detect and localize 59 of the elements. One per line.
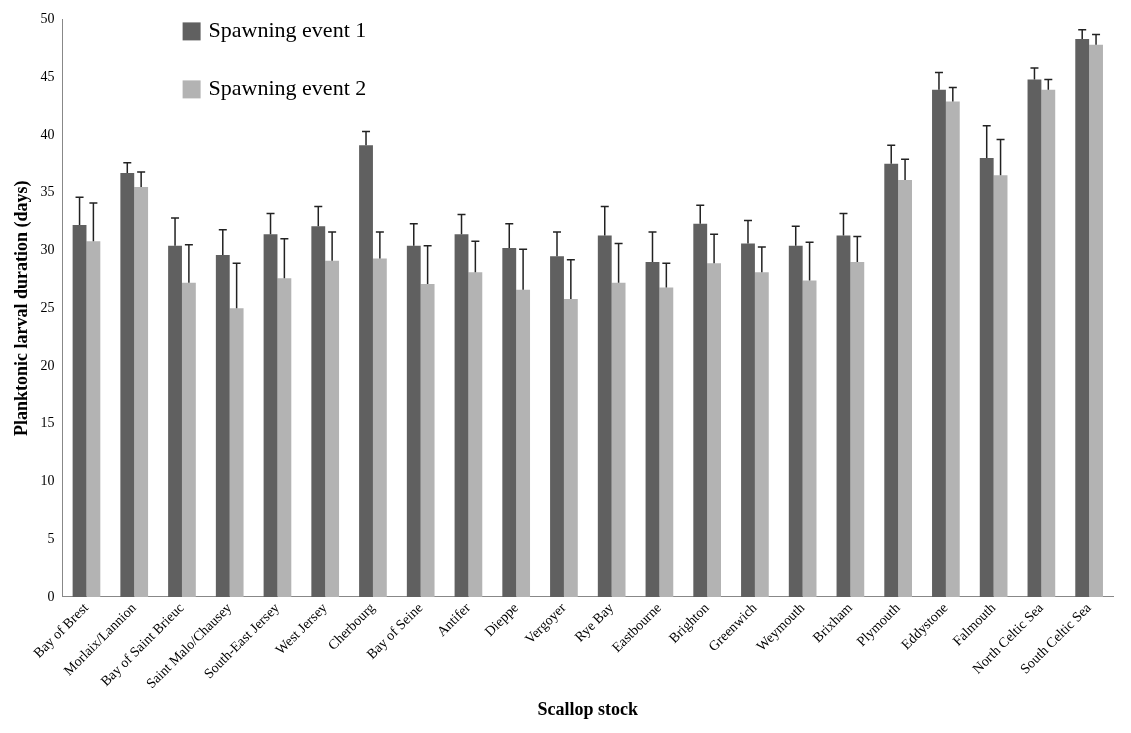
bar [836, 235, 851, 597]
bar [1089, 44, 1103, 597]
y-tick-label: 45 [40, 68, 55, 84]
bar [325, 260, 340, 597]
bar [850, 261, 865, 597]
y-tick-label: 30 [40, 242, 55, 258]
bar [134, 186, 149, 597]
bar [72, 225, 87, 597]
bar [168, 245, 182, 597]
bar [215, 255, 230, 597]
y-tick-label: 0 [47, 588, 55, 604]
bar [611, 282, 626, 597]
bar [788, 245, 803, 597]
x-axis-title: Scallop stock [537, 698, 639, 719]
bar [1075, 39, 1090, 597]
y-tick-label: 10 [40, 473, 55, 489]
y-axis-title: Planktonic larval duration (days) [11, 180, 33, 436]
bar [979, 158, 994, 597]
bar [707, 263, 722, 597]
bar [945, 101, 960, 597]
bar [406, 245, 421, 597]
bar [563, 298, 578, 597]
legend-label: Spawning event 2 [208, 75, 367, 101]
bar [516, 289, 531, 597]
bar [754, 272, 769, 597]
bar [1027, 79, 1042, 597]
bar [932, 89, 946, 597]
bar [359, 145, 373, 597]
bar [741, 243, 755, 597]
bar [86, 241, 101, 597]
y-tick-label: 15 [40, 415, 55, 431]
bar [884, 163, 899, 597]
bar [311, 226, 326, 597]
bar [550, 256, 564, 597]
bar [993, 175, 1008, 597]
bar [372, 258, 387, 597]
bar [277, 278, 292, 597]
bar [229, 308, 244, 597]
bar [645, 261, 660, 597]
y-tick-label: 50 [40, 11, 55, 27]
bar [420, 283, 435, 597]
y-tick-label: 20 [40, 357, 55, 373]
y-tick-label: 5 [47, 530, 55, 546]
bar [120, 173, 135, 597]
bar [454, 234, 469, 597]
bar [898, 179, 912, 597]
bar [263, 234, 278, 597]
y-tick-label: 35 [40, 184, 55, 200]
bar [659, 287, 674, 597]
bar [693, 223, 708, 597]
y-tick-label: 25 [40, 299, 55, 315]
bar [181, 282, 196, 597]
bar [802, 280, 817, 597]
bar [597, 235, 612, 597]
y-tick-label: 40 [40, 126, 55, 142]
bar [468, 272, 483, 597]
bar [502, 248, 517, 597]
bar [1041, 89, 1056, 597]
legend-label: Spawning event 1 [208, 17, 367, 43]
